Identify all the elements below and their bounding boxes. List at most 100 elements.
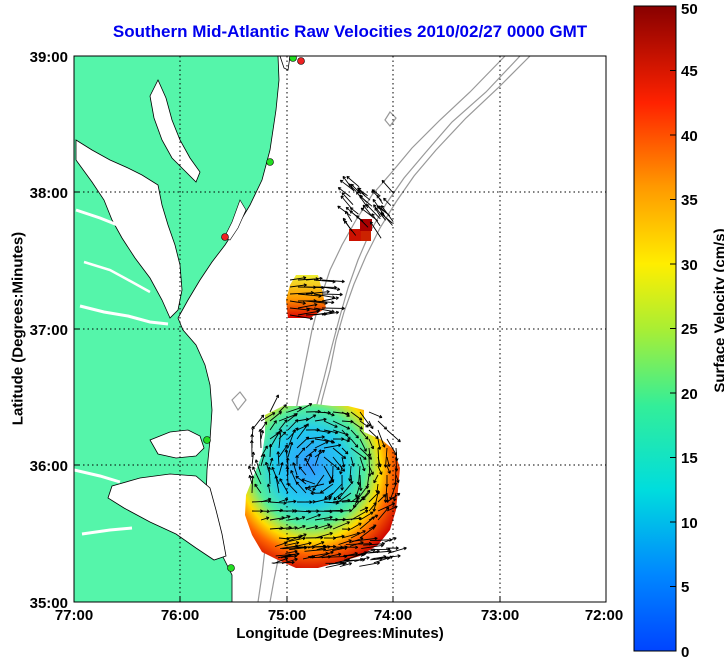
- velocity-vector: [368, 438, 375, 450]
- velocity-vector: [313, 293, 336, 299]
- velocity-patch-hatteras: [245, 404, 400, 568]
- velocity-vector: [349, 207, 359, 215]
- velocity-vector: [350, 496, 365, 512]
- velocity-vector: [323, 443, 342, 449]
- velocity-vector: [359, 438, 367, 452]
- velocity-vector: [321, 310, 340, 316]
- velocity-vector: [296, 423, 309, 440]
- velocity-vector: [386, 429, 401, 443]
- velocity-vector: [345, 210, 353, 222]
- x-tick-label: 73:00: [481, 607, 519, 624]
- velocity-vector: [370, 547, 391, 552]
- velocity-vector: [359, 511, 374, 521]
- velocity-vector: [323, 438, 336, 444]
- velocity-vector: [312, 474, 325, 491]
- y-tick-label: 37:00: [30, 322, 68, 339]
- velocity-vector: [376, 554, 401, 560]
- velocity-vector: [359, 506, 369, 512]
- velocity-vector: [345, 551, 358, 557]
- colorbar-tick-label: 35: [681, 192, 698, 209]
- velocity-vector: [365, 203, 381, 220]
- james-river: [79, 304, 169, 326]
- velocity-vector: [318, 550, 334, 559]
- velocity-vector: [321, 306, 345, 311]
- velocity-vector: [328, 474, 334, 485]
- velocity-vector: [269, 431, 280, 449]
- velocity-vector: [260, 516, 270, 521]
- velocity-vector: [339, 562, 353, 568]
- velocity-vector: [356, 465, 361, 485]
- colorbar-tick-label: 10: [681, 515, 698, 532]
- velocity-vector: [289, 545, 308, 551]
- velocity-vector: [373, 204, 386, 221]
- velocity-patch-offshore-3: [361, 231, 371, 241]
- velocity-vector: [277, 553, 292, 559]
- x-tick-label: 76:00: [161, 607, 199, 624]
- colorbar-tick-label: 30: [681, 257, 698, 274]
- chesapeake-upper: [149, 79, 201, 183]
- velocity-vector: [296, 516, 306, 521]
- velocity-vector: [349, 210, 364, 222]
- pamlico-sound: [107, 473, 227, 561]
- chart-title: Southern Mid-Atlantic Raw Velocities 201…: [112, 22, 588, 41]
- velocity-vector: [332, 456, 346, 472]
- velocity-vector: [314, 523, 331, 530]
- velocity-vector: [314, 449, 326, 458]
- colorbar-tick-label: 45: [681, 63, 698, 80]
- velocity-vector: [305, 289, 330, 295]
- velocity-vector: [287, 526, 298, 530]
- velocity-vector: [323, 525, 333, 530]
- velocity-vector: [283, 554, 298, 559]
- velocity-vector: [268, 443, 273, 458]
- velocity-vector: [350, 438, 359, 448]
- velocity-vector: [305, 525, 319, 530]
- grid-lines: [74, 56, 606, 602]
- velocity-vector: [310, 491, 325, 496]
- velocity-vector: [368, 502, 377, 512]
- velocity-vector: [321, 296, 339, 302]
- velocity-vector: [321, 292, 343, 297]
- velocity-vector: [305, 435, 325, 440]
- y-axis-label: Latitude (Degrees:Minutes): [9, 231, 27, 426]
- velocity-vector: [305, 440, 315, 449]
- velocity-vector: [280, 544, 299, 550]
- velocity-vector: [350, 509, 369, 521]
- axis-tick-marks: [73, 55, 607, 603]
- y-tick-label: 38:00: [30, 185, 68, 202]
- colorbar-tick-label: 50: [681, 1, 698, 18]
- velocity-vector: [341, 429, 351, 441]
- velocity-vector: [350, 522, 362, 530]
- velocity-vector: [289, 276, 307, 281]
- velocity-vector: [334, 558, 350, 564]
- velocity-vector: [337, 205, 351, 217]
- velocity-vector: [252, 466, 262, 485]
- velocity-vector: [368, 429, 379, 440]
- velocity-vector: [339, 465, 343, 475]
- colorbar-tick-marks: [670, 5, 676, 652]
- velocity-vector: [367, 447, 372, 457]
- velocity-vector: [274, 475, 280, 494]
- velocity-vector: [337, 483, 352, 500]
- velocity-vector: [278, 498, 289, 503]
- velocity-vector: [269, 394, 280, 413]
- velocity-vector: [359, 420, 369, 428]
- velocity-vector: [371, 189, 381, 197]
- velocity-vector: [358, 474, 363, 491]
- velocity-vector: [251, 451, 256, 467]
- velocity-vector: [359, 526, 376, 539]
- velocity-vector: [321, 554, 348, 559]
- velocity-vector: [381, 179, 395, 194]
- velocity-vector: [290, 470, 298, 485]
- velocity-vector: [267, 466, 272, 485]
- velocity-vector: [298, 466, 307, 476]
- velocity-vector: [350, 429, 359, 439]
- velocity-vector: [289, 300, 306, 305]
- velocity-vector: [340, 195, 353, 210]
- velocity-vector: [346, 175, 360, 188]
- velocity-vector: [285, 549, 298, 554]
- velocity-vector: [350, 496, 359, 503]
- y-tick-label: 35:00: [30, 595, 68, 612]
- velocity-vector: [304, 457, 316, 476]
- velocity-vector: [287, 509, 298, 513]
- velocity-vector: [288, 536, 306, 542]
